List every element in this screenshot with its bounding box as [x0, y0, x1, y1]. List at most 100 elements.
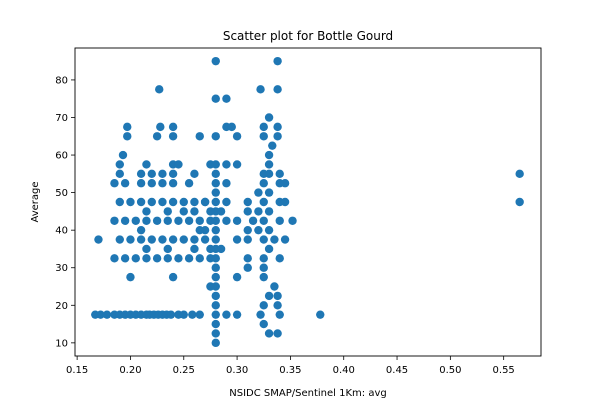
data-point — [96, 310, 105, 319]
data-point — [131, 216, 140, 225]
data-point — [256, 310, 265, 319]
data-point — [195, 216, 204, 225]
x-tick-label: 0.45 — [386, 365, 408, 376]
data-point — [174, 254, 183, 263]
data-point — [211, 197, 220, 207]
data-point — [147, 179, 156, 188]
data-point — [195, 225, 204, 235]
data-point — [156, 122, 165, 132]
data-point — [110, 254, 119, 263]
plot-frame — [74, 47, 542, 357]
data-point — [211, 132, 220, 141]
data-point — [211, 169, 220, 179]
data-point — [211, 301, 220, 310]
data-point — [126, 235, 135, 244]
y-axis-label: Average — [30, 181, 41, 222]
data-point — [273, 329, 282, 338]
y-tick-label: 70 — [55, 113, 68, 124]
data-point — [264, 188, 274, 197]
data-point — [211, 160, 220, 169]
data-point — [273, 122, 282, 132]
data-point — [243, 254, 252, 263]
data-point — [136, 179, 146, 188]
data-point — [211, 188, 220, 197]
data-point — [190, 207, 199, 216]
x-tick-label: 0.40 — [333, 365, 355, 376]
data-point — [163, 207, 172, 216]
data-point — [195, 310, 204, 319]
y-tick-label: 40 — [55, 226, 68, 237]
data-point — [118, 150, 128, 160]
x-tick-label: 0.55 — [493, 365, 515, 376]
data-point — [200, 197, 210, 207]
data-point — [227, 122, 236, 132]
data-point — [222, 160, 231, 169]
data-point — [152, 132, 162, 141]
data-point — [163, 216, 172, 225]
data-point — [152, 254, 162, 263]
data-point — [195, 132, 204, 141]
data-point — [206, 282, 215, 291]
data-point — [147, 197, 156, 207]
data-point — [259, 301, 268, 310]
data-point — [168, 169, 178, 179]
data-point — [179, 197, 188, 207]
data-point — [515, 169, 524, 179]
data-point — [211, 338, 220, 348]
y-tick-label: 20 — [55, 301, 68, 312]
data-point — [131, 254, 140, 263]
data-point — [211, 263, 220, 272]
data-point — [110, 179, 119, 188]
data-point — [179, 207, 188, 216]
data-point — [211, 94, 220, 103]
data-point — [206, 244, 215, 254]
data-point — [142, 160, 151, 169]
data-point — [168, 122, 178, 132]
data-point — [259, 216, 268, 225]
data-point — [136, 197, 146, 207]
x-axis-ticks: 0.15 0.20 0.25 0.30 0.35 0.40 0.45 0.50 0.55 — [66, 356, 515, 376]
data-point — [115, 197, 124, 207]
data-point — [211, 319, 220, 329]
data-point — [216, 207, 226, 216]
data-point — [243, 235, 252, 244]
data-point — [184, 254, 194, 263]
data-point — [184, 179, 194, 188]
data-point — [126, 197, 135, 207]
data-point — [273, 85, 282, 94]
data-point — [259, 263, 268, 272]
data-point — [120, 216, 130, 225]
data-point — [222, 197, 231, 207]
data-point — [259, 254, 268, 263]
data-point — [147, 235, 156, 244]
data-point — [142, 254, 151, 263]
data-point — [115, 169, 124, 179]
data-point — [126, 272, 135, 282]
data-point — [110, 216, 119, 225]
data-point — [232, 132, 242, 141]
data-point — [168, 272, 178, 282]
data-point — [243, 197, 252, 207]
data-point — [256, 85, 265, 94]
data-point — [232, 160, 242, 169]
data-point — [232, 272, 242, 282]
x-tick-label: 0.35 — [279, 365, 301, 376]
data-point — [211, 216, 220, 225]
y-axis-ticks: 10 20 30 40 50 60 70 80 — [55, 75, 75, 349]
data-point — [174, 160, 183, 169]
data-point — [273, 56, 282, 66]
y-tick-label: 60 — [55, 151, 68, 162]
data-point — [248, 216, 258, 225]
data-point — [123, 122, 132, 132]
data-point — [136, 235, 146, 244]
data-point — [243, 225, 252, 235]
data-point — [179, 310, 188, 319]
data-point — [280, 179, 290, 188]
data-point — [120, 179, 130, 188]
data-point — [273, 291, 282, 301]
data-point — [268, 141, 277, 150]
data-point — [270, 235, 279, 244]
data-point — [168, 179, 178, 188]
data-point — [142, 216, 151, 225]
